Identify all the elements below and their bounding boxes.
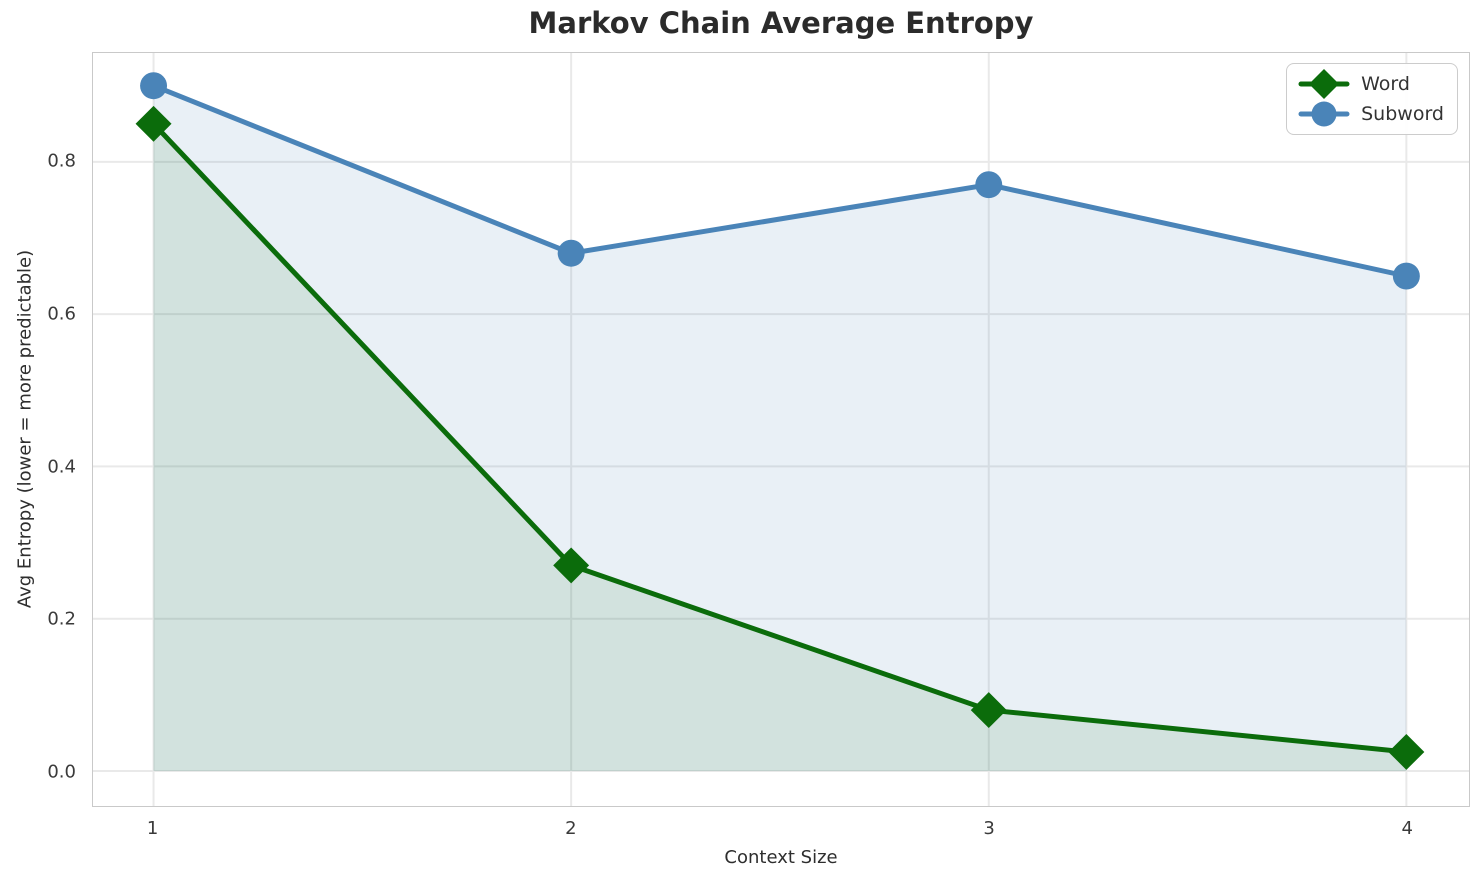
x-tick-label: 2 <box>565 818 577 839</box>
y-tick-label: 0.0 <box>47 761 76 783</box>
plot-area: Word Subword <box>92 52 1470 807</box>
x-tick-label: 1 <box>146 818 159 839</box>
y-tick-label: 0.4 <box>47 456 76 478</box>
word-diamond-marker-icon <box>1298 69 1350 99</box>
legend: Word Subword <box>1286 63 1458 135</box>
legend-item-word: Word <box>1298 69 1444 99</box>
y-tick-label: 0.2 <box>47 608 76 630</box>
chart-title: Markov Chain Average Entropy <box>528 6 1034 40</box>
legend-label-subword: Subword <box>1361 103 1444 125</box>
legend-label-word: Word <box>1361 73 1410 95</box>
y-tick-label: 0.6 <box>47 303 76 325</box>
x-tick-label: 4 <box>1401 818 1413 839</box>
legend-item-subword: Subword <box>1298 99 1444 129</box>
subword-circle-marker-icon <box>1298 101 1350 127</box>
x-tick-label: 3 <box>983 818 995 839</box>
plot-canvas <box>93 53 1469 806</box>
y-axis-label: Avg Entropy (lower = more predictable) <box>14 249 36 609</box>
x-axis-label: Context Size <box>724 847 838 868</box>
y-tick-label: 0.8 <box>47 150 76 172</box>
